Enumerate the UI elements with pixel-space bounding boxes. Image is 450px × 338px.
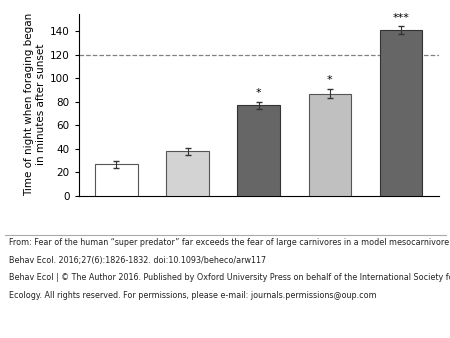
Text: Ecology. All rights reserved. For permissions, please e-mail: journals.permissio: Ecology. All rights reserved. For permis… xyxy=(9,291,377,300)
Text: ***: *** xyxy=(392,13,410,23)
Text: From: Fear of the human “super predator” far exceeds the fear of large carnivore: From: Fear of the human “super predator”… xyxy=(9,238,449,247)
Bar xyxy=(95,164,138,196)
Text: *: * xyxy=(256,88,261,98)
Text: Behav Ecol | © The Author 2016. Published by Oxford University Press on behalf o: Behav Ecol | © The Author 2016. Publishe… xyxy=(9,273,450,283)
Text: Behav Ecol. 2016;27(6):1826-1832. doi:10.1093/beheco/arw117: Behav Ecol. 2016;27(6):1826-1832. doi:10… xyxy=(9,256,266,265)
Text: *: * xyxy=(327,75,333,86)
Bar xyxy=(380,30,423,196)
Bar xyxy=(238,105,280,196)
Y-axis label: Time of night when foraging began
in minutes after sunset: Time of night when foraging began in min… xyxy=(24,13,46,196)
Bar xyxy=(309,94,351,196)
Bar xyxy=(166,151,209,196)
